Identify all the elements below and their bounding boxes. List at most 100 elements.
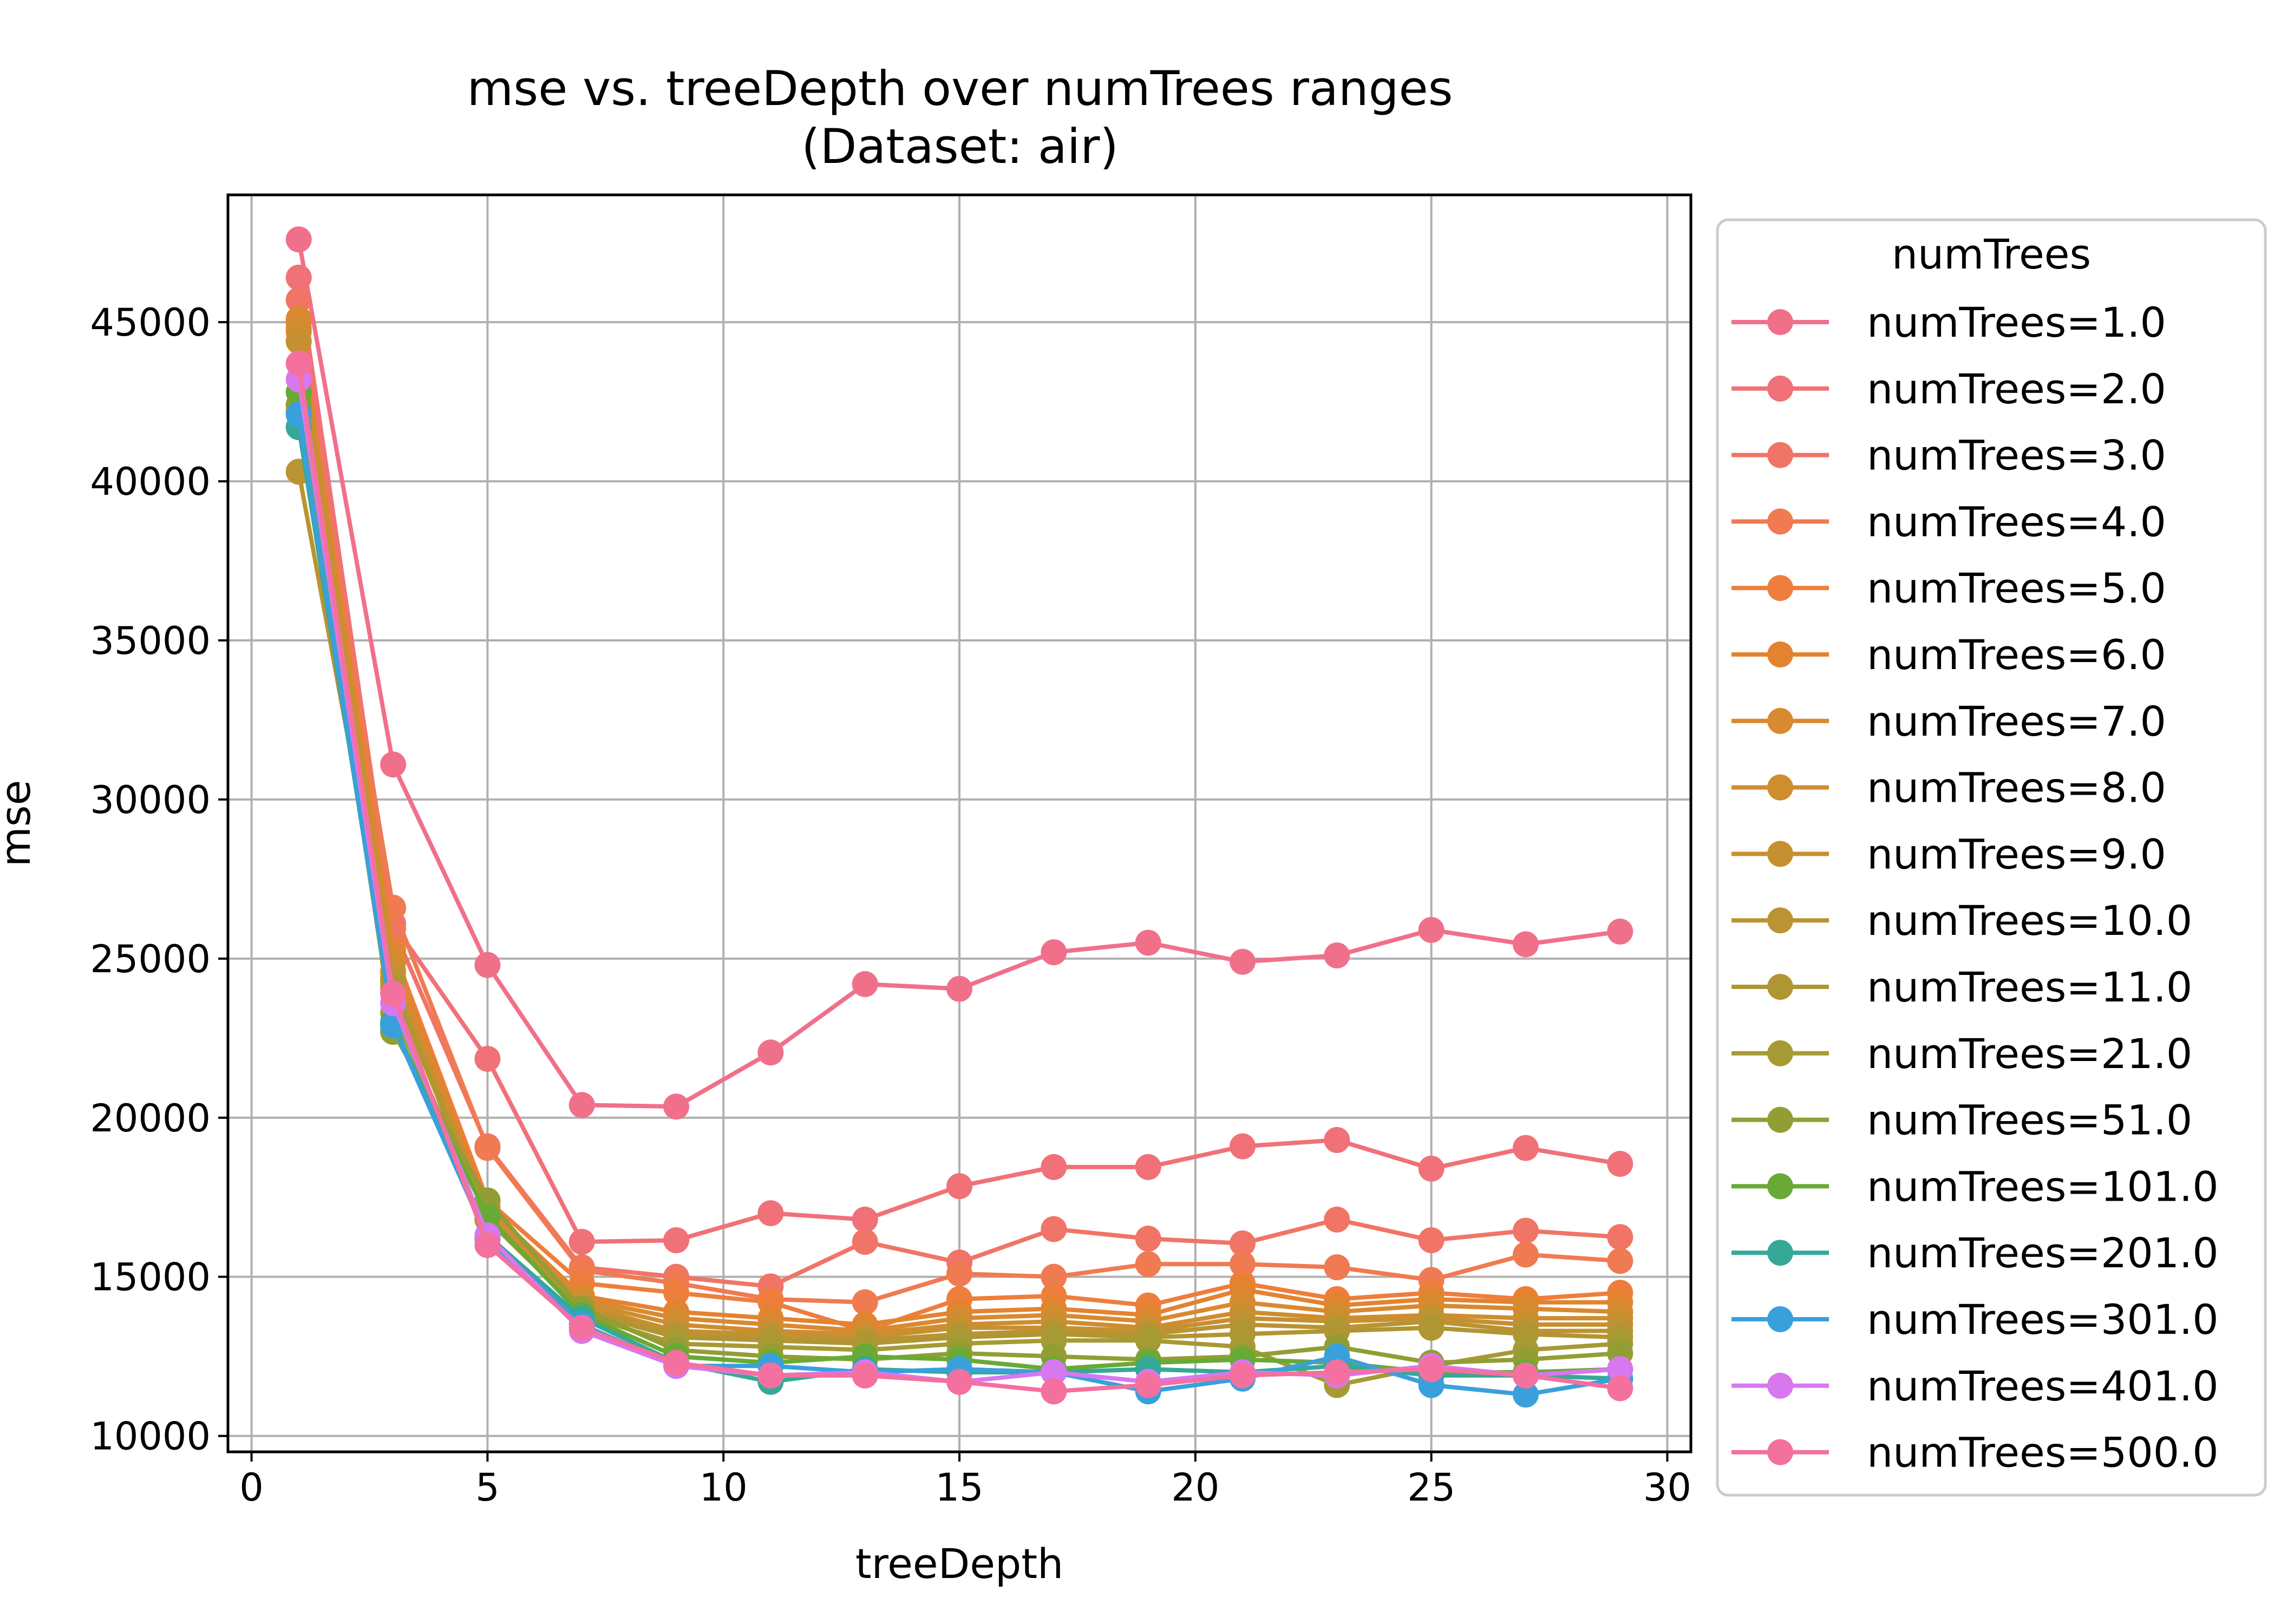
data-point [285, 350, 312, 377]
legend-swatch-marker [1767, 841, 1793, 867]
legend-swatch-marker [1767, 641, 1793, 667]
legend-entries: numTrees=1.0 numTrees=2.0 numTrees=3.0 numT… [1731, 298, 2219, 1477]
data-point [1041, 1154, 1067, 1180]
data-point [1135, 1372, 1161, 1398]
y-axis-label: mse [0, 780, 40, 867]
legend-item: numTrees=401.0 [1731, 1362, 2219, 1410]
legend-item: numTrees=2.0 [1731, 365, 2166, 413]
legend-label: numTrees=500.0 [1867, 1429, 2219, 1477]
legend-item: numTrees=21.0 [1731, 1030, 2192, 1078]
legend: numTrees numTrees=1.0numTrees=2.0numTree… [1716, 218, 2267, 1497]
data-point [1607, 1356, 1633, 1383]
data-point [663, 1227, 690, 1254]
data-point [1229, 1251, 1256, 1278]
x-tick-label: 30 [1643, 1465, 1691, 1510]
legend-item: numTrees=5.0 [1731, 564, 2166, 612]
data-point [663, 1093, 690, 1120]
legend-item: numTrees=101.0 [1731, 1162, 2219, 1210]
data-point [1041, 1359, 1067, 1386]
series-numTrees=1.0 [285, 226, 1633, 1120]
legend-swatch-marker [1767, 375, 1793, 402]
y-tick-label: 20000 [90, 1096, 211, 1141]
data-point [1607, 1150, 1633, 1177]
grid [228, 195, 1691, 1452]
legend-swatch-marker [1767, 575, 1793, 601]
legend-label: numTrees=5.0 [1867, 564, 2166, 612]
y-tick-label: 25000 [90, 937, 211, 981]
legend-label: numTrees=2.0 [1867, 365, 2166, 413]
data-point [1512, 1241, 1539, 1268]
data-point [946, 1173, 972, 1200]
data-point [1418, 1155, 1445, 1182]
x-tick-label: 20 [1171, 1465, 1219, 1510]
data-point [1418, 1227, 1445, 1254]
data-point [1135, 1154, 1161, 1180]
legend-swatch-marker [1767, 442, 1793, 468]
data-point [1324, 1359, 1350, 1386]
y-axis: 10000 15000 20000 25000 30000 35000 40000 45000 [90, 300, 228, 1459]
legend-swatch-marker [1767, 1040, 1793, 1066]
x-axis-label: treeDepth [855, 1540, 1063, 1588]
legend-label: numTrees=6.0 [1867, 631, 2166, 679]
legend-label: numTrees=1.0 [1867, 298, 2166, 346]
legend-label: numTrees=101.0 [1867, 1162, 2219, 1210]
data-point [285, 328, 312, 355]
data-point [852, 1362, 878, 1389]
legend-swatch-marker [1767, 309, 1793, 335]
data-point [1607, 1224, 1633, 1250]
x-tick-label: 10 [700, 1465, 748, 1510]
legend-item: numTrees=7.0 [1731, 697, 2166, 745]
chart-subtitle: (Dataset: air) [801, 119, 1118, 174]
legend-label: numTrees=9.0 [1867, 830, 2166, 878]
data-point [285, 286, 312, 313]
legend-swatch-marker [1767, 774, 1793, 801]
legend-label: numTrees=7.0 [1867, 697, 2166, 745]
legend-item: numTrees=1.0 [1731, 298, 2166, 346]
legend-item: numTrees=6.0 [1731, 631, 2166, 679]
data-point [946, 975, 972, 1002]
legend-item: numTrees=8.0 [1731, 764, 2166, 812]
legend-swatch-marker [1767, 1240, 1793, 1266]
data-point [663, 1350, 690, 1376]
data-point [1607, 918, 1633, 945]
data-point [852, 971, 878, 997]
legend-label: numTrees=301.0 [1867, 1295, 2219, 1344]
data-point [1229, 1362, 1256, 1389]
data-point [285, 264, 312, 291]
data-point [946, 1368, 972, 1395]
data-point [474, 952, 501, 978]
data-point [568, 1314, 595, 1341]
y-tick-label: 15000 [90, 1255, 211, 1300]
legend-item: numTrees=500.0 [1731, 1429, 2219, 1477]
legend-item: numTrees=4.0 [1731, 497, 2166, 546]
legend-label: numTrees=201.0 [1867, 1229, 2219, 1277]
data-point [1229, 1133, 1256, 1160]
legend-label: numTrees=8.0 [1867, 764, 2166, 812]
data-point [1229, 948, 1256, 975]
data-point [1041, 1263, 1067, 1290]
legend-swatch-marker [1767, 1106, 1793, 1133]
data-point [1135, 929, 1161, 956]
y-tick-label: 30000 [90, 778, 211, 822]
y-tick-label: 35000 [90, 619, 211, 663]
legend-swatch-marker [1767, 974, 1793, 1000]
data-point [757, 1362, 784, 1389]
data-point [1512, 1217, 1539, 1244]
x-tick-label: 5 [475, 1465, 500, 1510]
data-point [568, 1229, 595, 1255]
data-point [1324, 1206, 1350, 1233]
legend-label: numTrees=11.0 [1867, 963, 2192, 1011]
legend-swatch-marker [1767, 1439, 1793, 1465]
legend-label: numTrees=3.0 [1867, 431, 2166, 480]
y-tick-label: 10000 [90, 1415, 211, 1459]
legend-swatch-marker [1767, 907, 1793, 934]
data-point [852, 1206, 878, 1233]
data-point [1041, 1216, 1067, 1242]
chart-title: mse vs. treeDepth over numTrees ranges [467, 61, 1453, 116]
legend-title: numTrees [1892, 230, 2091, 278]
data-point [1512, 1381, 1539, 1408]
data-point [757, 1200, 784, 1227]
data-point [1324, 1254, 1350, 1281]
legend-label: numTrees=10.0 [1867, 896, 2192, 945]
